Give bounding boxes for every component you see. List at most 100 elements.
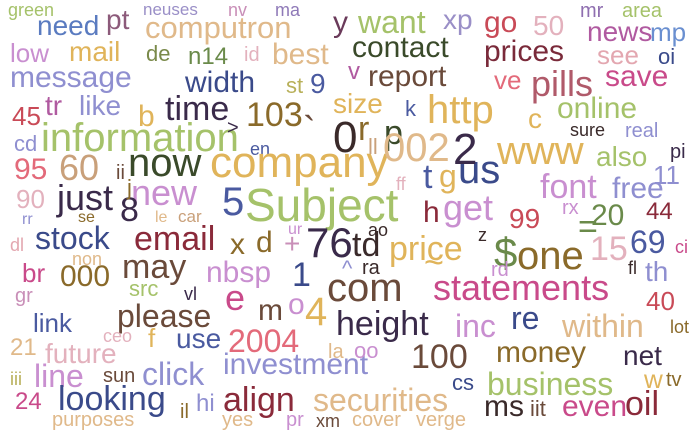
cloud-word: 2004	[228, 323, 300, 359]
cloud-word: >	[227, 117, 239, 139]
cloud-word: xm	[316, 411, 340, 431]
cloud-word: line	[34, 358, 84, 394]
cloud-word: just	[57, 177, 114, 218]
cloud-word: n14	[188, 43, 229, 70]
cloud-word: information	[41, 116, 239, 160]
cloud-word: ci	[675, 237, 688, 257]
cloud-word: Subject	[245, 179, 399, 231]
cloud-word: tv	[666, 369, 682, 391]
cloud-word: m	[258, 294, 283, 327]
cloud-word: en	[250, 139, 271, 159]
cloud-word: time	[165, 90, 230, 128]
cloud-word: ~	[424, 244, 444, 282]
cloud-word: ceo	[103, 326, 133, 346]
cloud-word: p	[384, 114, 403, 152]
cloud-word: height	[336, 305, 429, 343]
cloud-word: company	[210, 138, 389, 187]
cloud-word: size	[333, 88, 383, 119]
cloud-word: c	[528, 103, 542, 134]
cloud-word: com	[327, 266, 403, 310]
cloud-word: de	[146, 41, 171, 66]
cloud-word: 103	[246, 96, 303, 134]
cloud-word: 45	[12, 101, 41, 131]
cloud-word: 5	[222, 180, 245, 224]
cloud-word: cover	[352, 409, 401, 431]
cloud-word: looking	[58, 380, 166, 418]
cloud-word: 4	[305, 290, 328, 334]
cloud-word: k	[405, 96, 416, 121]
cloud-word: j	[127, 175, 132, 200]
cloud-word: rx	[562, 197, 579, 219]
cloud-word: ao	[368, 220, 389, 240]
cloud-word: online	[557, 92, 638, 125]
cloud-word: o	[288, 288, 305, 321]
cloud-word: 90	[16, 184, 45, 214]
cloud-word: mp	[650, 17, 687, 47]
cloud-word: w	[644, 364, 663, 394]
cloud-word: pi	[670, 141, 686, 163]
cloud-word: 2	[453, 125, 478, 174]
cloud-word: nbsp	[206, 256, 272, 289]
cloud-word: verge	[416, 409, 467, 431]
cloud-word: go	[484, 6, 518, 39]
cloud-word: xp	[443, 4, 473, 35]
cloud-word: use	[176, 323, 222, 354]
cloud-word: iit	[530, 396, 546, 421]
cloud-word: g	[439, 158, 457, 194]
cloud-word: font	[540, 168, 597, 206]
cloud-word: 24	[15, 388, 42, 415]
cloud-word: inc	[455, 308, 496, 344]
cloud-word: +	[284, 228, 301, 259]
cloud-word: report	[368, 60, 447, 93]
cloud-word: lot	[670, 317, 690, 337]
cloud-word: computron	[145, 10, 292, 45]
cloud-word: oo	[354, 338, 379, 363]
cloud-word: ra	[362, 257, 380, 279]
cloud-word: area	[622, 0, 663, 22]
cloud-word: even	[562, 390, 628, 423]
cloud-word: 20	[591, 199, 625, 232]
cloud-word: 1	[292, 256, 311, 294]
cloud-word: hi	[196, 390, 215, 417]
cloud-word: fl	[628, 258, 637, 278]
cloud-word: st	[286, 73, 304, 98]
cloud-word: 69	[630, 224, 666, 260]
cloud-word: ms	[484, 390, 524, 423]
cloud-word: contact	[352, 31, 449, 64]
cloud-word: $	[494, 229, 518, 276]
cloud-word: dl	[10, 235, 25, 255]
cloud-word: align	[223, 381, 295, 419]
cloud-word: z	[478, 225, 487, 245]
cloud-word: securities	[313, 382, 449, 418]
cloud-word: pr	[286, 409, 304, 431]
cloud-word: like	[79, 90, 122, 121]
cloud-word: also	[596, 141, 648, 172]
cloud-word: ll	[368, 134, 378, 159]
cloud-word: tr	[45, 90, 63, 121]
cloud-word: il	[180, 401, 189, 423]
cloud-word: f	[148, 323, 156, 353]
cloud-word: br	[22, 258, 46, 288]
cloud-word: non	[72, 249, 103, 269]
cloud-word: 9	[310, 68, 326, 99]
cloud-word: t	[423, 158, 433, 196]
cloud-word: 50	[533, 10, 565, 41]
cloud-word: 76	[306, 219, 353, 266]
cloud-word: 60	[59, 147, 100, 188]
cloud-word: need	[37, 10, 100, 41]
cloud-word: link	[33, 308, 73, 338]
cloud-word: money	[496, 336, 587, 369]
cloud-word: le	[155, 209, 168, 226]
cloud-word: best	[272, 38, 329, 71]
cloud-word: now	[128, 141, 202, 185]
cloud-word: ii	[116, 162, 125, 184]
cloud-word: see	[597, 40, 639, 70]
cloud-word: message	[10, 61, 132, 94]
cloud-word: oi	[658, 44, 676, 69]
cloud-word: nv	[228, 0, 248, 20]
cloud-word: h	[423, 196, 440, 229]
cloud-word: v	[348, 58, 360, 85]
cloud-word: 44	[646, 198, 673, 225]
cloud-word: email	[134, 220, 216, 258]
cloud-word: `	[303, 110, 316, 152]
